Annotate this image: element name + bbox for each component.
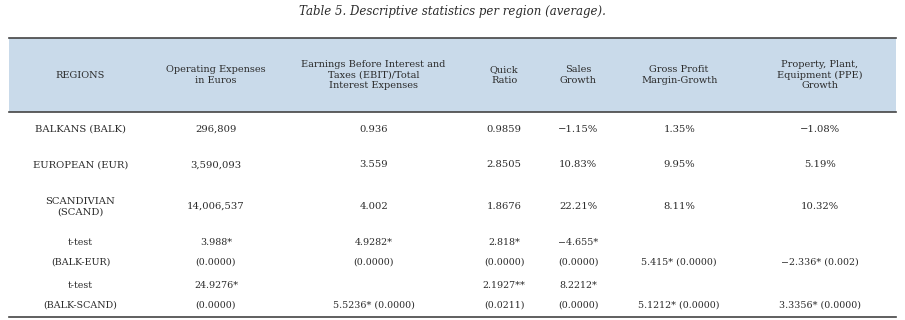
Text: Operating Expenses
in Euros: Operating Expenses in Euros [167, 66, 266, 85]
Text: Property, Plant,
Equipment (PPE)
Growth: Property, Plant, Equipment (PPE) Growth [776, 60, 862, 90]
Text: EUROPEAN (EUR): EUROPEAN (EUR) [33, 160, 129, 169]
Text: 0.9859: 0.9859 [487, 125, 522, 134]
Text: (0.0000): (0.0000) [354, 257, 394, 266]
Bar [152, 112, 280, 147]
Text: (0.0211): (0.0211) [484, 300, 525, 309]
Text: 4.9282*: 4.9282* [355, 238, 393, 247]
Bar [541, 112, 615, 147]
Bar [9, 231, 896, 274]
Text: (0.0000): (0.0000) [484, 257, 525, 266]
Text: REGIONS: REGIONS [56, 71, 105, 80]
Text: 8.11%: 8.11% [663, 202, 695, 211]
Text: (0.0000): (0.0000) [557, 257, 598, 266]
Bar [152, 182, 280, 231]
Text: 9.95%: 9.95% [663, 160, 695, 169]
Text: (0.0000): (0.0000) [195, 257, 236, 266]
Text: −2.336* (0.002): −2.336* (0.002) [781, 257, 859, 266]
Bar [9, 182, 152, 231]
Bar [9, 274, 896, 317]
Text: t-test: t-test [68, 281, 93, 290]
Bar [9, 112, 152, 147]
Text: Earnings Before Interest and
Taxes (EBIT)/Total
Interest Expenses: Earnings Before Interest and Taxes (EBIT… [301, 60, 446, 90]
Text: 5.5236* (0.0000): 5.5236* (0.0000) [333, 300, 414, 309]
Text: 5.19%: 5.19% [804, 160, 835, 169]
Text: (0.0000): (0.0000) [195, 300, 236, 309]
Bar [467, 147, 541, 182]
Text: 24.9276*: 24.9276* [194, 281, 238, 290]
Bar [467, 38, 541, 112]
Text: 4.002: 4.002 [359, 202, 388, 211]
Text: Sales
Growth: Sales Growth [559, 66, 596, 85]
Text: 3.988*: 3.988* [200, 238, 232, 247]
Text: 3,590,093: 3,590,093 [190, 160, 242, 169]
Text: 10.83%: 10.83% [559, 160, 597, 169]
Text: 3.3356* (0.0000): 3.3356* (0.0000) [778, 300, 861, 309]
Bar [541, 147, 615, 182]
Text: 22.21%: 22.21% [559, 202, 597, 211]
Bar [280, 112, 467, 147]
Text: −1.08%: −1.08% [799, 125, 840, 134]
Text: t-test: t-test [68, 238, 93, 247]
Text: −4.655*: −4.655* [558, 238, 598, 247]
Bar [467, 112, 541, 147]
Text: (0.0000): (0.0000) [557, 300, 598, 309]
Bar [280, 147, 467, 182]
Bar [9, 147, 152, 182]
Text: 2.1927**: 2.1927** [482, 281, 526, 290]
Text: SCANDIVIAN
(SCAND): SCANDIVIAN (SCAND) [45, 197, 115, 216]
Text: 296,809: 296,809 [195, 125, 237, 134]
Text: 3.559: 3.559 [359, 160, 388, 169]
Text: (BALK-EUR): (BALK-EUR) [51, 257, 110, 266]
Text: (BALK-SCAND): (BALK-SCAND) [43, 300, 118, 309]
Bar [615, 147, 743, 182]
Bar [615, 38, 743, 112]
Bar [615, 182, 743, 231]
Text: Gross Profit
Margin-Growth: Gross Profit Margin-Growth [641, 66, 718, 85]
Bar [743, 112, 896, 147]
Bar [9, 38, 152, 112]
Text: 5.1212* (0.0000): 5.1212* (0.0000) [638, 300, 719, 309]
Bar [467, 182, 541, 231]
Text: 10.32%: 10.32% [801, 202, 839, 211]
Text: 8.2212*: 8.2212* [559, 281, 597, 290]
Bar [743, 182, 896, 231]
Bar [541, 182, 615, 231]
Text: −1.15%: −1.15% [558, 125, 598, 134]
Text: 5.415* (0.0000): 5.415* (0.0000) [642, 257, 717, 266]
Text: 2.818*: 2.818* [489, 238, 520, 247]
Bar [280, 38, 467, 112]
Text: 1.35%: 1.35% [663, 125, 695, 134]
Text: 2.8505: 2.8505 [487, 160, 522, 169]
Bar [615, 112, 743, 147]
Bar [152, 38, 280, 112]
Bar [280, 182, 467, 231]
Text: 1.8676: 1.8676 [487, 202, 521, 211]
Bar [743, 38, 896, 112]
Bar [152, 147, 280, 182]
Text: Table 5. Descriptive statistics per region (average).: Table 5. Descriptive statistics per regi… [299, 5, 606, 18]
Text: 14,006,537: 14,006,537 [187, 202, 245, 211]
Bar [743, 147, 896, 182]
Text: Quick
Ratio: Quick Ratio [490, 66, 519, 85]
Text: 0.936: 0.936 [359, 125, 388, 134]
Bar [541, 38, 615, 112]
Text: BALKANS (BALK): BALKANS (BALK) [35, 125, 126, 134]
